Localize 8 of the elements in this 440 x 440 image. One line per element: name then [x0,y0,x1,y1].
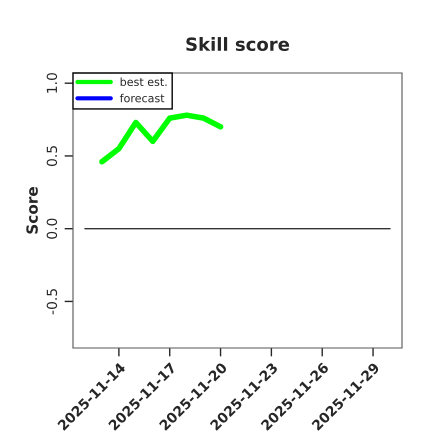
legend-label: forecast [120,94,164,102]
y-tick-label: -0.5 [46,289,58,314]
chart-title: Skill score [186,37,290,52]
y-axis-title: Score [26,187,38,234]
y-tick-label: 1.0 [46,73,58,93]
legend-label: best est. [120,77,167,86]
y-tick-label: 0.0 [46,218,58,239]
y-tick-label: 0.5 [46,146,58,166]
